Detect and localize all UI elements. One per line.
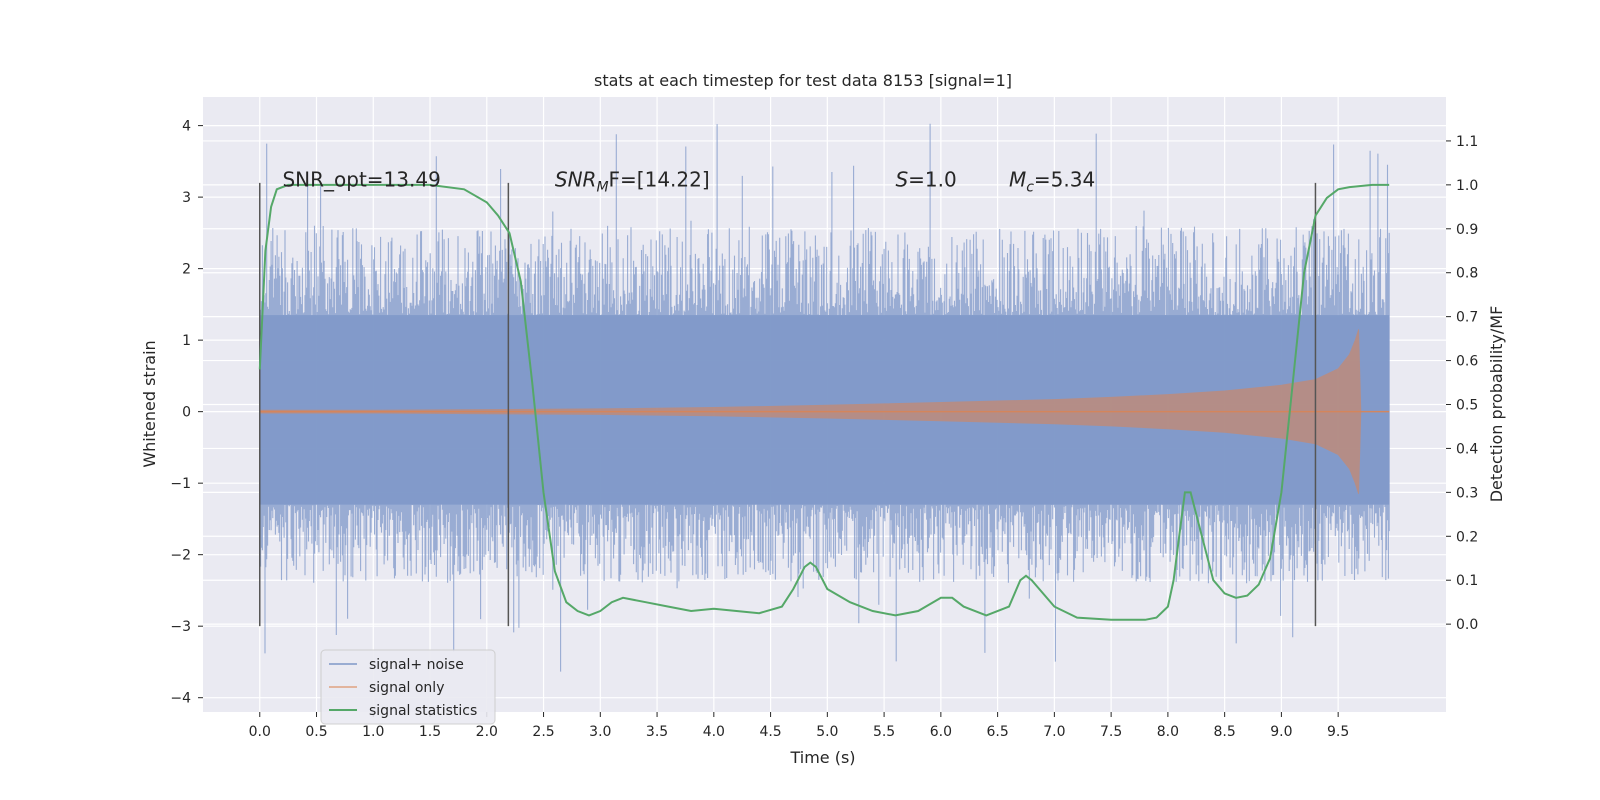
y-left-tick-label: 0 <box>182 405 191 421</box>
y-axis-right-label: Detection probability/MF <box>1487 306 1506 503</box>
x-tick-label: 0.5 <box>305 724 327 740</box>
legend: signal+ noise signal only signal statistic… <box>320 649 496 725</box>
x-tick-label: 2.5 <box>532 724 554 740</box>
y-right-tick-label: 0.3 <box>1456 485 1478 501</box>
annotations: SNR_opt=13.49 SNRMF=[14.22] S=1.0 Mc=5.34 <box>282 167 1095 195</box>
y-left-tick-label: 4 <box>182 119 191 135</box>
y-right-tick-label: 0.0 <box>1456 617 1478 633</box>
x-tick-label: 3.0 <box>589 724 611 740</box>
x-tick-label: 8.5 <box>1214 724 1236 740</box>
y-left-tick-label: −4 <box>170 691 191 707</box>
x-tick-label: 9.0 <box>1270 724 1292 740</box>
x-tick-label: 6.5 <box>986 724 1008 740</box>
legend-box <box>320 649 496 725</box>
signal-statistics-series <box>258 183 1390 621</box>
y-right-tick-label: 1.1 <box>1456 134 1478 150</box>
y-right-tick-label: 0.7 <box>1456 310 1478 326</box>
y-right-tick-label: 0.1 <box>1456 573 1478 589</box>
y-right-tick-label: 0.2 <box>1456 529 1478 545</box>
x-tick-label: 0.0 <box>249 724 271 740</box>
y-axis-left-label: Whitened strain <box>140 340 159 467</box>
axis-ticks: 0.0 0.5 1.0 1.5 2.0 2.5 3.0 3.5 4.0 4.5 5.0 5.5 6.0 6… <box>170 119 1478 740</box>
legend-label: signal+ noise <box>369 657 464 673</box>
y-right-tick-label: 0.6 <box>1456 354 1478 370</box>
y-left-tick-label: −1 <box>170 476 191 492</box>
y-left-tick-label: −3 <box>170 619 191 635</box>
x-tick-label: 6.0 <box>930 724 952 740</box>
x-tick-label: 7.5 <box>1100 724 1122 740</box>
x-axis-label: Time (s) <box>789 748 855 767</box>
x-tick-label: 4.5 <box>759 724 781 740</box>
x-tick-label: 4.0 <box>703 724 725 740</box>
y-left-tick-label: 1 <box>182 333 191 349</box>
chart-title: stats at each timestep for test data 815… <box>594 71 1012 90</box>
y-right-tick-label: 1.0 <box>1456 178 1478 194</box>
x-tick-label: 5.0 <box>816 724 838 740</box>
y-right-tick-label: 0.9 <box>1456 222 1478 238</box>
legend-label: signal statistics <box>369 703 477 719</box>
x-tick-label: 7.0 <box>1043 724 1065 740</box>
vertical-markers <box>259 182 1317 627</box>
x-tick-label: 1.5 <box>419 724 441 740</box>
x-tick-label: 8.0 <box>1157 724 1179 740</box>
y-right-tick-label: 0.8 <box>1456 266 1478 282</box>
annotation-snr_opt: SNR_opt=13.49 <box>282 167 440 191</box>
x-tick-label: 2.0 <box>476 724 498 740</box>
y-left-tick-label: −2 <box>170 548 191 564</box>
x-tick-label: 1.0 <box>362 724 384 740</box>
y-left-tick-label: 3 <box>182 190 191 206</box>
legend-label: signal only <box>369 680 444 696</box>
x-tick-label: 3.5 <box>646 724 668 740</box>
y-right-tick-label: 0.5 <box>1456 398 1478 414</box>
signal-only-series <box>259 329 1390 495</box>
annotation-s: S=1.0 <box>895 167 956 191</box>
x-tick-label: 9.5 <box>1327 724 1349 740</box>
y-left-tick-label: 2 <box>182 262 191 278</box>
signal-statistics-line <box>258 183 1390 621</box>
x-tick-label: 5.5 <box>873 724 895 740</box>
annotation-snr_mf: SNRMF=[14.22] <box>555 167 710 195</box>
annotation-mc: Mc=5.34 <box>1009 167 1095 195</box>
y-right-tick-label: 0.4 <box>1456 441 1478 457</box>
